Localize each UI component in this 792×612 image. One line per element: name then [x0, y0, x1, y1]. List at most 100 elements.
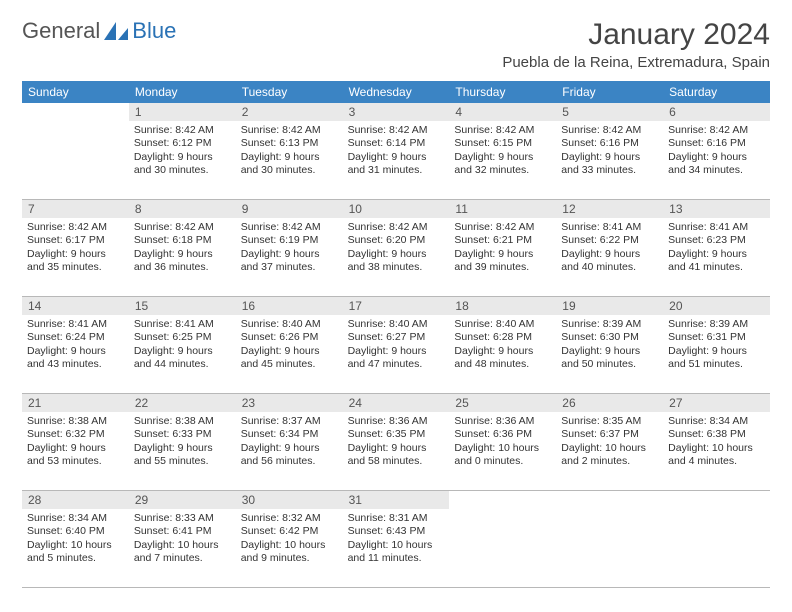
day-cell: Sunrise: 8:39 AMSunset: 6:31 PMDaylight:… — [663, 315, 770, 393]
week-row: Sunrise: 8:34 AMSunset: 6:40 PMDaylight:… — [22, 509, 770, 588]
day-detail-line: Sunrise: 8:34 AM — [27, 512, 124, 525]
day-cell: Sunrise: 8:42 AMSunset: 6:19 PMDaylight:… — [236, 218, 343, 296]
day-detail-line: Sunrise: 8:42 AM — [134, 221, 231, 234]
day-cell: Sunrise: 8:41 AMSunset: 6:22 PMDaylight:… — [556, 218, 663, 296]
day-detail-line: Daylight: 9 hours and 33 minutes. — [561, 151, 658, 178]
day-detail-line: Sunset: 6:23 PM — [668, 234, 765, 247]
header: General Blue January 2024 Puebla de la R… — [22, 18, 770, 71]
day-detail-line: Sunset: 6:40 PM — [27, 525, 124, 538]
day-number: 10 — [343, 200, 450, 218]
day-cell — [556, 509, 663, 587]
day-detail-line: Sunset: 6:33 PM — [134, 428, 231, 441]
day-cell: Sunrise: 8:34 AMSunset: 6:38 PMDaylight:… — [663, 412, 770, 490]
day-detail-line: Sunrise: 8:40 AM — [348, 318, 445, 331]
sail-icon — [102, 20, 130, 42]
day-cell — [663, 509, 770, 587]
day-cell: Sunrise: 8:40 AMSunset: 6:28 PMDaylight:… — [449, 315, 556, 393]
day-number: 17 — [343, 297, 450, 315]
day-detail-line: Sunrise: 8:42 AM — [241, 124, 338, 137]
day-number: 26 — [556, 394, 663, 412]
day-detail-line: Sunset: 6:28 PM — [454, 331, 551, 344]
day-detail-line: Daylight: 10 hours and 4 minutes. — [668, 442, 765, 469]
day-detail-line: Daylight: 9 hours and 45 minutes. — [241, 345, 338, 372]
day-number: 3 — [343, 103, 450, 121]
weekday-header: Tuesday — [236, 81, 343, 103]
day-cell: Sunrise: 8:32 AMSunset: 6:42 PMDaylight:… — [236, 509, 343, 587]
day-detail-line: Daylight: 9 hours and 30 minutes. — [241, 151, 338, 178]
day-detail-line: Sunset: 6:13 PM — [241, 137, 338, 150]
day-detail-line: Sunrise: 8:36 AM — [348, 415, 445, 428]
day-detail-line: Daylight: 9 hours and 37 minutes. — [241, 248, 338, 275]
weekday-header: Saturday — [663, 81, 770, 103]
day-number: 1 — [129, 103, 236, 121]
day-detail-line: Sunset: 6:14 PM — [348, 137, 445, 150]
weekday-header: Thursday — [449, 81, 556, 103]
day-detail-line: Daylight: 9 hours and 56 minutes. — [241, 442, 338, 469]
day-detail-line: Daylight: 9 hours and 38 minutes. — [348, 248, 445, 275]
day-detail-line: Sunrise: 8:33 AM — [134, 512, 231, 525]
weekday-header: Monday — [129, 81, 236, 103]
day-number: 9 — [236, 200, 343, 218]
day-detail-line: Sunset: 6:20 PM — [348, 234, 445, 247]
day-number: 5 — [556, 103, 663, 121]
day-detail-line: Sunset: 6:18 PM — [134, 234, 231, 247]
day-cell: Sunrise: 8:42 AMSunset: 6:13 PMDaylight:… — [236, 121, 343, 199]
day-detail-line: Sunrise: 8:36 AM — [454, 415, 551, 428]
day-number — [22, 103, 129, 121]
day-cell: Sunrise: 8:40 AMSunset: 6:26 PMDaylight:… — [236, 315, 343, 393]
day-number-row: 28293031 — [22, 491, 770, 509]
day-detail-line: Sunset: 6:15 PM — [454, 137, 551, 150]
day-cell: Sunrise: 8:37 AMSunset: 6:34 PMDaylight:… — [236, 412, 343, 490]
day-number: 14 — [22, 297, 129, 315]
day-detail-line: Sunset: 6:25 PM — [134, 331, 231, 344]
week-row: Sunrise: 8:42 AMSunset: 6:17 PMDaylight:… — [22, 218, 770, 297]
day-cell: Sunrise: 8:36 AMSunset: 6:35 PMDaylight:… — [343, 412, 450, 490]
day-detail-line: Sunrise: 8:41 AM — [668, 221, 765, 234]
day-detail-line: Daylight: 9 hours and 39 minutes. — [454, 248, 551, 275]
day-detail-line: Daylight: 10 hours and 5 minutes. — [27, 539, 124, 566]
day-detail-line: Sunrise: 8:42 AM — [561, 124, 658, 137]
day-cell: Sunrise: 8:33 AMSunset: 6:41 PMDaylight:… — [129, 509, 236, 587]
day-number: 23 — [236, 394, 343, 412]
day-cell: Sunrise: 8:41 AMSunset: 6:24 PMDaylight:… — [22, 315, 129, 393]
day-detail-line: Daylight: 9 hours and 50 minutes. — [561, 345, 658, 372]
location: Puebla de la Reina, Extremadura, Spain — [502, 54, 770, 71]
day-detail-line: Sunset: 6:35 PM — [348, 428, 445, 441]
day-detail-line: Sunrise: 8:37 AM — [241, 415, 338, 428]
day-detail-line: Sunrise: 8:42 AM — [27, 221, 124, 234]
day-detail-line: Daylight: 9 hours and 43 minutes. — [27, 345, 124, 372]
day-detail-line: Daylight: 9 hours and 41 minutes. — [668, 248, 765, 275]
day-detail-line: Sunrise: 8:41 AM — [134, 318, 231, 331]
day-number: 28 — [22, 491, 129, 509]
day-detail-line: Sunrise: 8:42 AM — [241, 221, 338, 234]
day-cell: Sunrise: 8:42 AMSunset: 6:20 PMDaylight:… — [343, 218, 450, 296]
day-detail-line: Sunrise: 8:38 AM — [27, 415, 124, 428]
day-cell: Sunrise: 8:42 AMSunset: 6:12 PMDaylight:… — [129, 121, 236, 199]
day-number-row: 78910111213 — [22, 200, 770, 218]
day-number: 20 — [663, 297, 770, 315]
day-number: 12 — [556, 200, 663, 218]
day-detail-line: Daylight: 9 hours and 44 minutes. — [134, 345, 231, 372]
day-detail-line: Daylight: 9 hours and 31 minutes. — [348, 151, 445, 178]
week-row: Sunrise: 8:38 AMSunset: 6:32 PMDaylight:… — [22, 412, 770, 491]
day-detail-line: Daylight: 9 hours and 32 minutes. — [454, 151, 551, 178]
weekday-header: Friday — [556, 81, 663, 103]
day-detail-line: Daylight: 10 hours and 11 minutes. — [348, 539, 445, 566]
day-detail-line: Sunset: 6:34 PM — [241, 428, 338, 441]
day-detail-line: Sunrise: 8:39 AM — [668, 318, 765, 331]
day-number-row: 21222324252627 — [22, 394, 770, 412]
day-cell: Sunrise: 8:42 AMSunset: 6:21 PMDaylight:… — [449, 218, 556, 296]
day-detail-line: Sunrise: 8:40 AM — [241, 318, 338, 331]
day-cell: Sunrise: 8:39 AMSunset: 6:30 PMDaylight:… — [556, 315, 663, 393]
day-detail-line: Sunrise: 8:42 AM — [668, 124, 765, 137]
day-detail-line: Sunset: 6:37 PM — [561, 428, 658, 441]
day-number: 11 — [449, 200, 556, 218]
weekday-header: Wednesday — [343, 81, 450, 103]
week-row: Sunrise: 8:41 AMSunset: 6:24 PMDaylight:… — [22, 315, 770, 394]
day-detail-line: Sunrise: 8:35 AM — [561, 415, 658, 428]
day-number: 31 — [343, 491, 450, 509]
day-detail-line: Sunrise: 8:41 AM — [561, 221, 658, 234]
day-detail-line: Daylight: 10 hours and 0 minutes. — [454, 442, 551, 469]
brand-left: General — [22, 18, 100, 44]
day-cell: Sunrise: 8:42 AMSunset: 6:18 PMDaylight:… — [129, 218, 236, 296]
